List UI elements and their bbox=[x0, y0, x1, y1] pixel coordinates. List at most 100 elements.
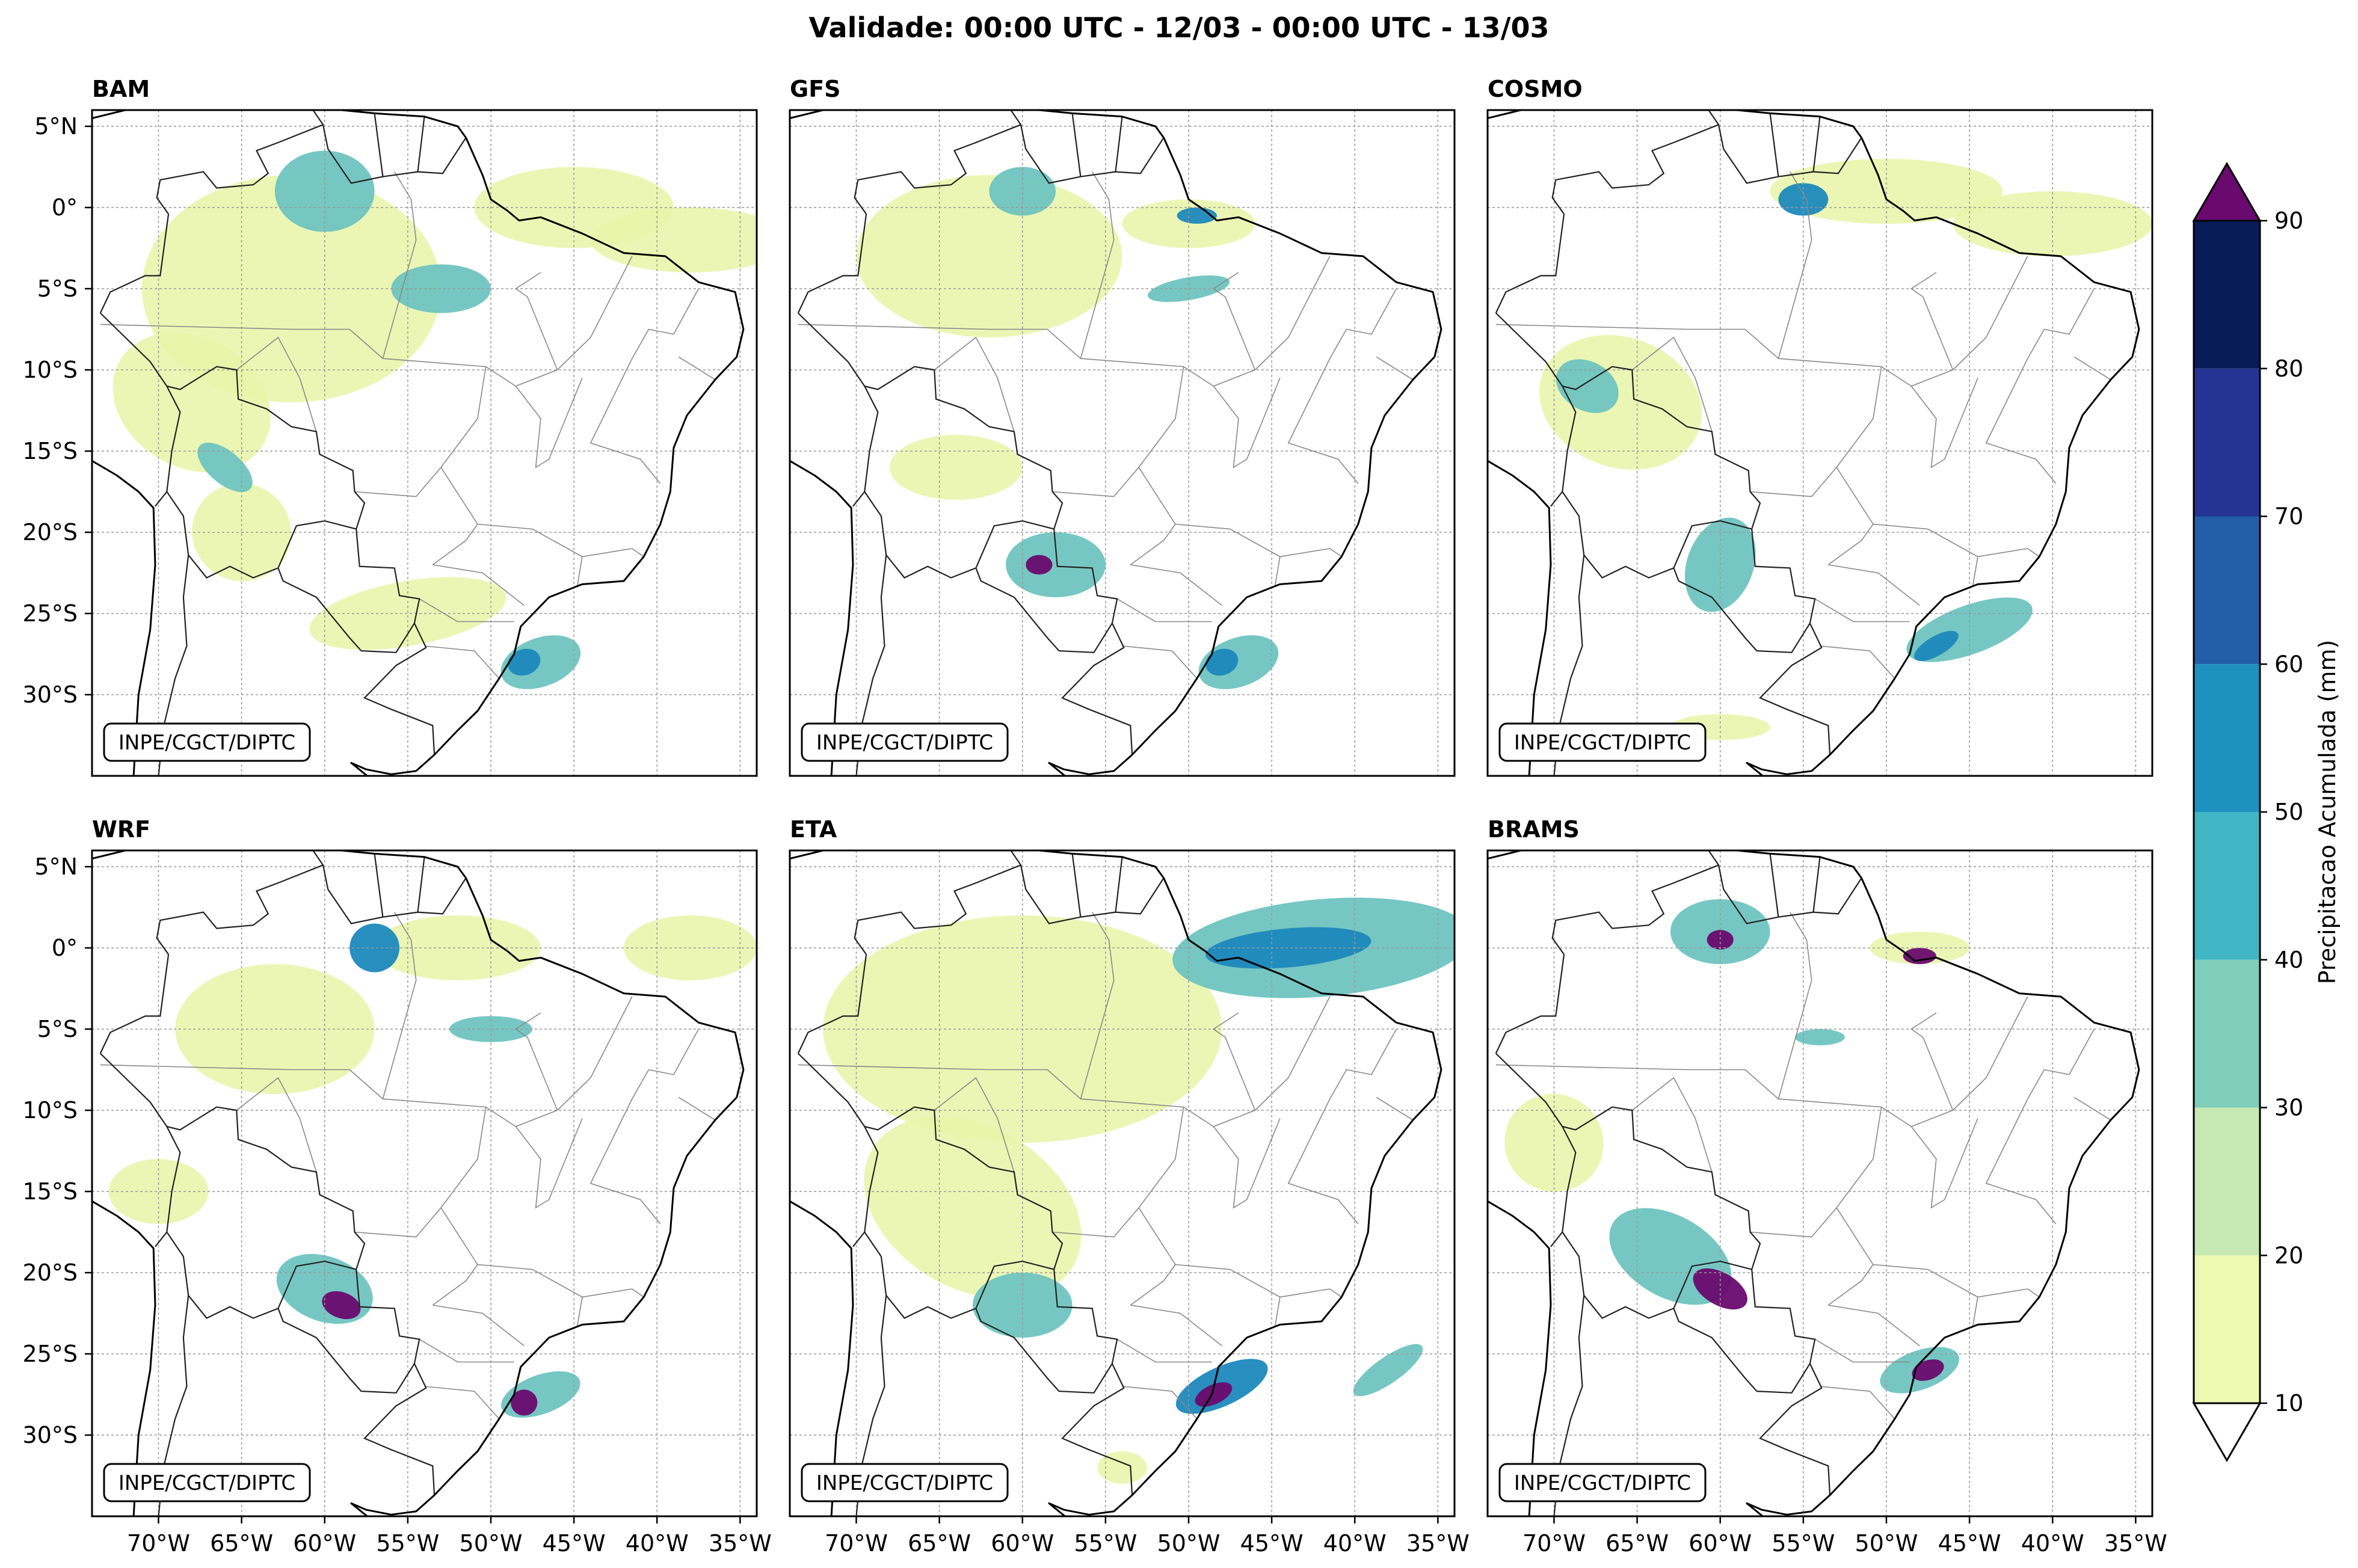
credit-text: INPE/CGCT/DIPTC bbox=[1514, 731, 1691, 755]
lon-label: 70°W bbox=[1522, 1530, 1586, 1557]
coastline bbox=[1048, 878, 1442, 1516]
state-border bbox=[432, 366, 487, 565]
lon-label: 45°W bbox=[543, 1530, 606, 1557]
state-border bbox=[2027, 1288, 2040, 1298]
state-border bbox=[515, 378, 583, 469]
state-border bbox=[2027, 548, 2040, 558]
lon-label: 50°W bbox=[460, 1530, 523, 1557]
precip-area bbox=[1006, 532, 1106, 597]
country-border bbox=[1495, 312, 1831, 755]
lat-label: 0° bbox=[52, 194, 78, 221]
lon-label: 55°W bbox=[1772, 1530, 1835, 1557]
state-border bbox=[1130, 564, 1222, 606]
state-border bbox=[632, 288, 700, 359]
state-border bbox=[678, 356, 716, 380]
state-border bbox=[1814, 598, 1910, 623]
state-border bbox=[590, 358, 661, 484]
lat-label: 5°N bbox=[34, 113, 78, 140]
state-border bbox=[1631, 1077, 1713, 1172]
state-border bbox=[424, 1386, 500, 1419]
country-border bbox=[864, 386, 1054, 579]
state-border bbox=[1820, 1386, 1895, 1419]
state-border bbox=[2027, 1028, 2095, 1099]
colorbar-tick-label: 50 bbox=[2274, 799, 2303, 825]
state-border bbox=[1274, 556, 1281, 586]
state-border bbox=[433, 1305, 525, 1347]
coastline-north bbox=[92, 110, 467, 138]
lon-label: 50°W bbox=[1855, 1530, 1918, 1557]
lat-label: 25°S bbox=[23, 1341, 78, 1367]
lat-label: 5°S bbox=[37, 1016, 78, 1042]
country-border bbox=[166, 1126, 357, 1319]
state-border bbox=[556, 256, 633, 370]
colorbar-tick-label: 40 bbox=[2274, 947, 2303, 973]
credit-label: INPE/CGCT/DIPTC bbox=[801, 722, 1009, 762]
credit-label: INPE/CGCT/DIPTC bbox=[1498, 722, 1707, 762]
state-border bbox=[382, 171, 417, 359]
state-border bbox=[2073, 356, 2111, 380]
precip-area bbox=[1903, 948, 1936, 964]
colorbar-under-arrow bbox=[2192, 1402, 2262, 1462]
map-frame bbox=[91, 109, 758, 777]
state-border bbox=[2073, 1096, 2111, 1121]
country-border bbox=[854, 123, 1165, 215]
lat-label: 30°S bbox=[23, 681, 78, 708]
country-border bbox=[155, 1231, 168, 1247]
lat-label: 5°N bbox=[34, 853, 78, 880]
panel-title: BRAMS bbox=[1488, 816, 1580, 843]
country-border bbox=[1551, 123, 1862, 215]
state-border bbox=[590, 1098, 661, 1225]
state-border bbox=[1052, 467, 1139, 497]
precip-area bbox=[1914, 630, 1959, 662]
lon-label: 40°W bbox=[2021, 1530, 2084, 1557]
map-area bbox=[790, 110, 1455, 776]
state-border bbox=[1287, 1098, 1359, 1225]
state-border bbox=[354, 1207, 442, 1238]
coastline-north bbox=[92, 850, 467, 879]
colorbar-tick-label: 60 bbox=[2274, 651, 2303, 677]
state-border bbox=[1254, 256, 1331, 370]
country-border bbox=[277, 1308, 415, 1394]
precip-area bbox=[374, 915, 541, 980]
state-border bbox=[1985, 1098, 2057, 1225]
lon-label: 50°W bbox=[1157, 1530, 1221, 1557]
lon-label: 35°W bbox=[2104, 1530, 2167, 1557]
lon-label: 35°W bbox=[709, 1530, 772, 1557]
country-border bbox=[166, 386, 357, 579]
precip-area bbox=[856, 175, 1122, 337]
country-border bbox=[1551, 864, 1862, 955]
state-border bbox=[1130, 1107, 1184, 1306]
country-border bbox=[798, 312, 1133, 755]
lon-label: 55°W bbox=[376, 1530, 439, 1557]
precip-area bbox=[1205, 927, 1371, 969]
state-border bbox=[1376, 1096, 1414, 1121]
state-border bbox=[1631, 336, 1713, 432]
lat-label: 10°S bbox=[23, 1097, 78, 1124]
precip-area bbox=[1770, 159, 2003, 224]
credit-text: INPE/CGCT/DIPTC bbox=[816, 731, 993, 755]
state-border bbox=[1116, 1339, 1212, 1363]
precip-area bbox=[391, 264, 491, 313]
country-border bbox=[1495, 1053, 1831, 1495]
credit-text: INPE/CGCT/DIPTC bbox=[816, 1471, 993, 1495]
lon-label: 70°W bbox=[127, 1530, 190, 1557]
state-border bbox=[1750, 1207, 1837, 1238]
lat-label: 15°S bbox=[23, 438, 78, 464]
state-border bbox=[678, 1096, 716, 1121]
state-border bbox=[477, 523, 632, 558]
state-border bbox=[1116, 598, 1212, 623]
state-border bbox=[632, 548, 644, 558]
colorbar-segment bbox=[2194, 516, 2260, 665]
country-border bbox=[1495, 954, 1565, 1054]
lon-label: 65°W bbox=[1605, 1530, 1669, 1557]
lon-label: 60°W bbox=[991, 1530, 1054, 1557]
state-border bbox=[1828, 564, 1920, 606]
coastline-pacific bbox=[790, 1200, 854, 1516]
country-border bbox=[156, 864, 467, 955]
state-border bbox=[576, 1297, 583, 1327]
state-border bbox=[1122, 1386, 1198, 1419]
map-frame bbox=[1486, 849, 2153, 1517]
state-border bbox=[514, 272, 558, 370]
precip-area bbox=[1026, 555, 1053, 575]
precip-area bbox=[511, 1389, 538, 1416]
